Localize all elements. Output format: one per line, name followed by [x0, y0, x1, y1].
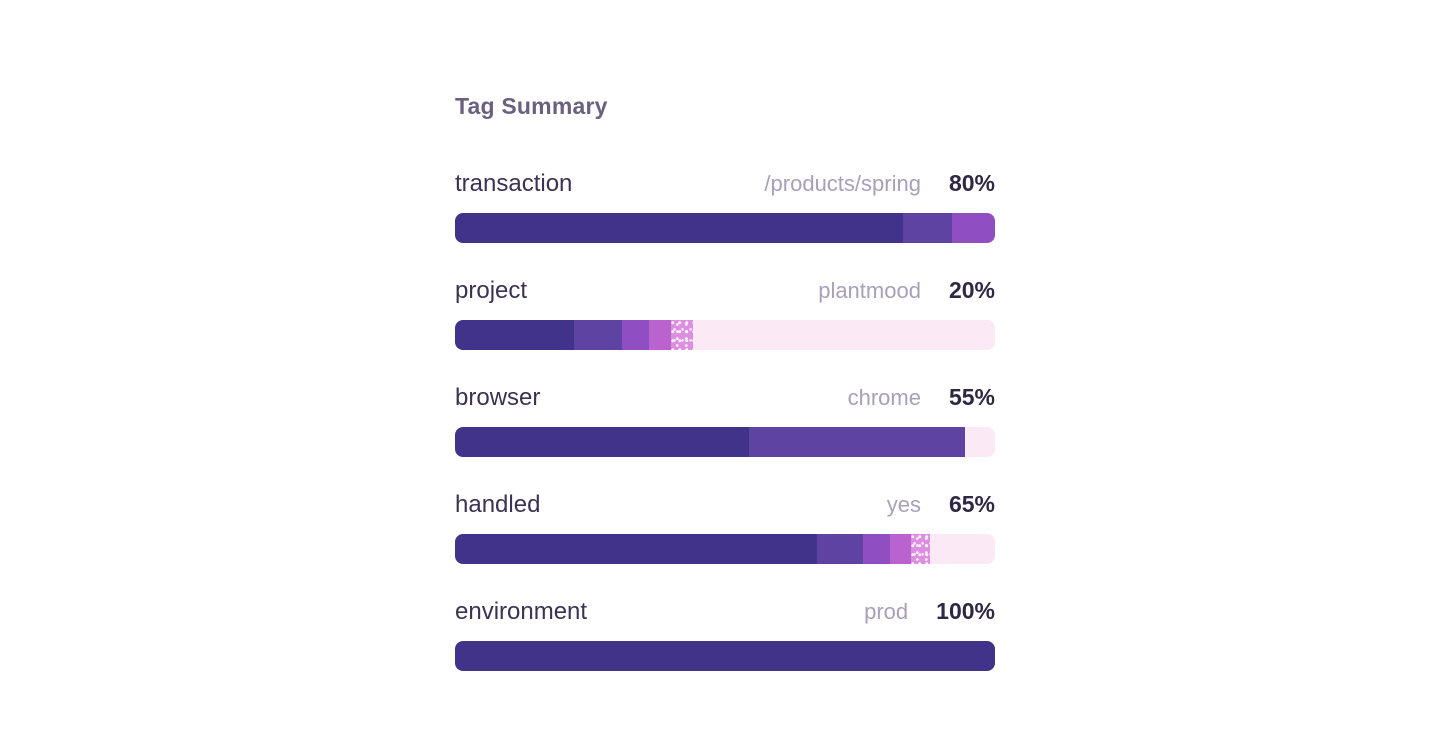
bar-segment[interactable] [749, 427, 966, 457]
bar-segment[interactable] [455, 534, 817, 564]
tag-name-link[interactable]: environment [455, 598, 588, 625]
bar-segment[interactable] [649, 320, 671, 350]
bar-segment[interactable] [455, 320, 574, 350]
tag-distribution-bar[interactable] [455, 641, 995, 671]
tag-distribution-bar[interactable] [455, 427, 995, 457]
bar-segment[interactable] [816, 534, 863, 564]
tag-distribution-bar[interactable] [455, 534, 995, 564]
bar-segment[interactable] [951, 213, 995, 243]
tag-row: project plantmood 20% [455, 277, 995, 350]
tag-top-value-percent: 65% [948, 491, 995, 517]
tag-row: environment prod 100% [455, 598, 995, 671]
bar-segment[interactable] [455, 213, 904, 243]
bar-segment[interactable] [903, 213, 952, 243]
tag-row-header: handled yes 65% [455, 491, 995, 527]
tag-summary-panel: Tag Summary transaction /products/spring… [455, 93, 995, 705]
tag-row-header: environment prod 100% [455, 598, 995, 634]
tag-top-value: chrome [847, 385, 921, 410]
tag-name-link[interactable]: handled [455, 491, 541, 518]
tag-top-value: prod [864, 599, 909, 624]
tag-top-value: yes [886, 492, 921, 517]
tag-top-value-percent: 55% [948, 384, 995, 410]
tag-top-value: /products/spring [764, 171, 921, 196]
tag-row-header: browser chrome 55% [455, 384, 995, 420]
bar-segment[interactable] [622, 320, 650, 350]
tag-name-link[interactable]: transaction [455, 170, 573, 197]
tag-row: handled yes 65% [455, 491, 995, 564]
tag-top-value-percent: 80% [948, 170, 995, 196]
tag-top-value-percent: 100% [936, 598, 995, 624]
tag-row: browser chrome 55% [455, 384, 995, 457]
bar-segment[interactable] [573, 320, 623, 350]
tag-rows-list: transaction /products/spring 80% project… [455, 170, 995, 671]
tag-row-header: project plantmood 20% [455, 277, 995, 313]
tag-distribution-bar[interactable] [455, 320, 995, 350]
tag-row: transaction /products/spring 80% [455, 170, 995, 243]
bar-segment[interactable] [889, 534, 912, 564]
bar-segment[interactable] [862, 534, 890, 564]
bar-segment[interactable] [455, 427, 750, 457]
tag-name-link[interactable]: browser [455, 384, 541, 411]
tag-top-value-percent: 20% [948, 277, 995, 303]
tag-row-header: transaction /products/spring 80% [455, 170, 995, 206]
tag-name-link[interactable]: project [455, 277, 528, 304]
tag-distribution-bar[interactable] [455, 213, 995, 243]
bar-segment[interactable] [455, 641, 995, 671]
bar-segment[interactable] [670, 320, 693, 350]
bar-segment[interactable] [911, 534, 931, 564]
panel-title: Tag Summary [455, 93, 608, 119]
tag-top-value: plantmood [818, 278, 921, 303]
